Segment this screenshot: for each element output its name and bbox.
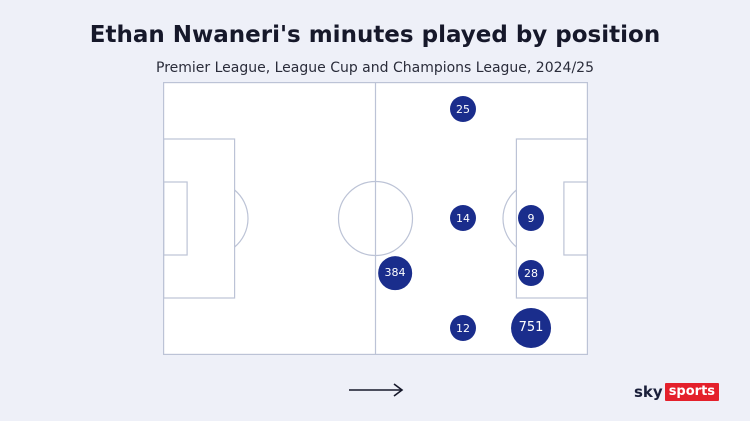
left-penalty-area bbox=[163, 138, 236, 299]
position-bubble: 9 bbox=[518, 205, 544, 231]
chart-title: Ethan Nwaneri's minutes played by positi… bbox=[89, 22, 661, 48]
center-circle bbox=[337, 180, 414, 257]
position-bubble: 25 bbox=[450, 96, 476, 122]
arrow-right-icon bbox=[349, 383, 404, 397]
position-bubble: 12 bbox=[450, 315, 476, 341]
position-bubble: 14 bbox=[450, 205, 476, 231]
chart-subtitle: Premier League, League Cup and Champions… bbox=[156, 60, 594, 76]
left-six-yard-box bbox=[163, 181, 188, 256]
right-six-yard-box bbox=[563, 181, 588, 256]
position-bubble: 751 bbox=[511, 308, 551, 348]
logo-sports-text: sports bbox=[664, 383, 720, 401]
pitch-markings bbox=[163, 82, 588, 355]
logo-sky-text: sky bbox=[634, 383, 663, 401]
position-bubble: 384 bbox=[378, 256, 412, 290]
football-pitch: 25 14 9 384 28 12 751 bbox=[163, 82, 588, 355]
right-penalty-arc bbox=[502, 189, 517, 248]
left-penalty-arc bbox=[234, 189, 249, 248]
sky-sports-logo: sky sports bbox=[634, 382, 720, 402]
position-bubble: 28 bbox=[518, 260, 544, 286]
